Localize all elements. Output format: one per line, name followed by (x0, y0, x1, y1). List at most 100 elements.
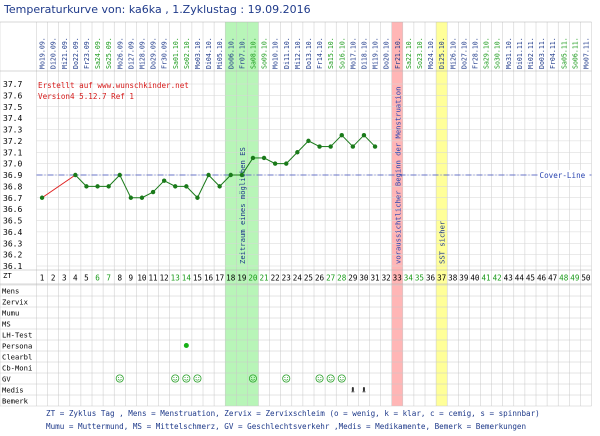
cycle-day-label: 17 (215, 274, 224, 283)
cycle-day-label: 41 (481, 274, 491, 283)
row-label: LH-Test (2, 331, 32, 340)
row-label: GV (2, 375, 11, 384)
cycle-day-label: 7 (106, 274, 111, 283)
cycle-day-label: 35 (415, 274, 424, 283)
cycle-day-label: 37 (437, 274, 446, 283)
date-label: So16.10. (338, 37, 346, 69)
cycle-day-label: 11 (148, 274, 158, 283)
date-label: Fr30.09. (161, 37, 169, 69)
temp-segment (285, 151, 298, 164)
gv-smiley-icon (193, 374, 202, 383)
date-label: Sa08.10. (249, 37, 257, 69)
temp-point (150, 189, 156, 195)
y-tick-label: 37.4 (3, 114, 22, 123)
cycle-day-label: 29 (348, 274, 358, 283)
date-label: Di11.10. (283, 37, 291, 69)
y-tick-label: 36.6 (3, 205, 22, 214)
temp-point (173, 184, 178, 189)
temp-point (361, 132, 367, 138)
cycle-day-label: 34 (404, 274, 414, 283)
cycle-day-label: 15 (193, 274, 202, 283)
temp-point (39, 195, 45, 200)
temp-point (306, 138, 311, 144)
date-label: Fr14.10. (316, 37, 324, 69)
y-tick-label: 37.5 (3, 103, 22, 112)
date-label: Fr04.11. (549, 37, 557, 69)
zt-row-label: ZT (3, 271, 12, 280)
band-label-1: Zeitraum eines möglichen ES (238, 147, 247, 264)
temp-segment (330, 134, 343, 147)
date-label: Do03.11. (538, 37, 546, 69)
row-label: Zervix (2, 298, 29, 307)
temp-point (73, 172, 78, 178)
cycle-day-label: 33 (393, 274, 402, 283)
date-label: Sa24.09. (94, 37, 102, 69)
cycle-day-label: 30 (359, 274, 369, 283)
date-label: Mi02.11. (527, 37, 535, 69)
row-label: Clearbl (2, 353, 32, 362)
observation-rows: Mens Zervix Mumu MS LH-Test Persona Clearbl Cb-… (2, 287, 366, 406)
cycle-day-label: 20 (248, 274, 258, 283)
gv-smiley-icon (248, 374, 257, 383)
temp-point (284, 161, 289, 166)
cycle-day-label: 21 (259, 274, 269, 283)
date-label: Do29.09. (150, 37, 158, 69)
row-label: Bemerk (2, 397, 29, 406)
date-label: Fr28.10. (471, 37, 479, 69)
temp-segment (41, 174, 76, 199)
cycle-day-label: 4 (73, 274, 78, 283)
cycle-day-label: 26 (315, 274, 325, 283)
gv-smiley-icon (182, 374, 191, 383)
temp-segment (363, 134, 376, 147)
date-label: Do22.09. (72, 37, 80, 69)
band-2 (391, 22, 403, 406)
band-label-2: voraussichtlicher Beginn der Menstruatio… (393, 87, 402, 264)
legend-line-2: Mumu = Muttermund, MS = Mittelschmerz, G… (46, 422, 526, 431)
temp-segment (119, 174, 132, 198)
cycle-day-label: 12 (160, 274, 169, 283)
cycle-day-label: 46 (537, 274, 547, 283)
date-labels: Mo19.09. Di20.09. Mi21.09. Do22.09. Fr23.09.… (39, 37, 591, 282)
temp-point (372, 144, 378, 149)
temp-segment (241, 157, 254, 176)
temp-point (84, 184, 89, 189)
date-label: Mi05.10. (216, 37, 224, 69)
date-label: Mo17.10. (349, 37, 357, 69)
temp-segment (185, 186, 198, 199)
y-tick-label: 37.1 (3, 148, 22, 157)
cycle-day-label: 32 (382, 274, 391, 283)
legend-line-1: ZT = Zyklus Tag , Mens = Menstruation, Z… (46, 409, 540, 418)
date-label: Do06.10. (227, 37, 235, 69)
date-label: So02.10. (183, 37, 191, 69)
temp-point (161, 178, 167, 183)
cycle-day-label: 36 (426, 274, 436, 283)
temp-point (317, 144, 322, 149)
grid-layer (0, 21, 592, 407)
date-label: So25.09. (105, 37, 113, 69)
date-label: Mo19.09. (39, 37, 47, 69)
date-label: Sa05.11. (560, 37, 568, 69)
y-tick-label: 36.5 (3, 217, 22, 226)
date-label: Do20.10. (383, 37, 391, 69)
date-label: Mo10.10. (272, 37, 280, 69)
temp-point (206, 172, 211, 178)
y-tick-label: 37.3 (3, 126, 22, 135)
y-tick-label: 36.9 (3, 171, 22, 180)
info-line-2: Version4 5.12.7 Ref 1 (38, 92, 134, 101)
temp-point (95, 184, 100, 189)
date-label: Mi12.10. (294, 37, 302, 69)
temp-segment (352, 134, 365, 147)
date-label: Di18.10. (360, 37, 368, 69)
date-label: Mo03.10. (194, 37, 202, 69)
temp-point (228, 172, 233, 178)
gv-smiley-icon (171, 374, 180, 383)
y-tick-label: 36.3 (3, 239, 22, 248)
date-label: Di04.10. (205, 37, 213, 69)
cycle-day-label: 22 (271, 274, 280, 283)
temp-segment (197, 174, 209, 198)
cycle-day-label: 18 (226, 274, 236, 283)
date-label: So30.10. (494, 37, 502, 69)
temp-point (184, 184, 189, 189)
cycle-day-label: 1 (40, 274, 45, 283)
temp-point (239, 172, 245, 178)
